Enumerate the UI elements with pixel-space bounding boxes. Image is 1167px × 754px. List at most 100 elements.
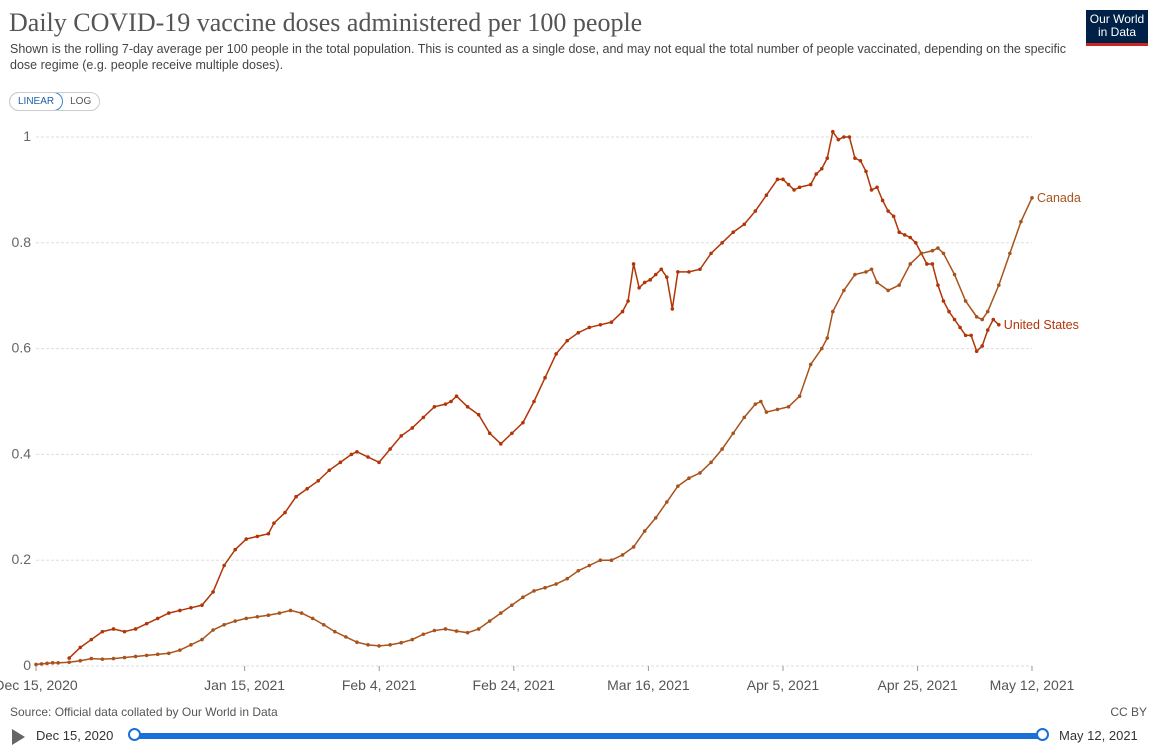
data-point [825, 156, 830, 160]
data-point [936, 246, 940, 250]
data-point [277, 611, 282, 615]
data-point [111, 656, 116, 661]
scale-toggle: LINEAR LOG [9, 92, 101, 111]
data-point [759, 399, 763, 404]
data-point [1030, 196, 1034, 200]
data-point [34, 662, 38, 667]
data-point [366, 643, 370, 647]
series-label: Canada [1037, 191, 1081, 205]
data-point [709, 251, 713, 256]
data-point [808, 362, 813, 367]
data-point [991, 317, 996, 322]
data-point [897, 230, 901, 235]
data-point [819, 166, 824, 171]
data-point [288, 608, 293, 613]
data-point [997, 322, 1001, 327]
data-point [930, 248, 935, 253]
data-point [144, 621, 149, 626]
timeline-end-label: May 12, 2021 [1059, 728, 1138, 743]
data-point [676, 270, 680, 274]
license-link[interactable]: CC BY [1110, 705, 1147, 719]
timeline-start-handle[interactable] [128, 728, 141, 741]
data-point [576, 568, 581, 573]
data-point [454, 394, 459, 399]
data-point [510, 431, 514, 436]
data-point [676, 484, 680, 488]
data-point [78, 658, 83, 663]
data-point [609, 320, 614, 324]
data-point [698, 267, 702, 272]
data-point [902, 233, 907, 237]
data-point [665, 275, 669, 279]
data-point [554, 582, 558, 586]
data-point [465, 630, 470, 635]
data-point [443, 627, 448, 631]
data-point [305, 486, 309, 491]
data-point [399, 434, 404, 438]
data-point [925, 262, 929, 266]
data-point [764, 410, 769, 414]
linear-scale-button[interactable]: LINEAR [10, 93, 64, 110]
data-point [963, 333, 968, 338]
data-point [78, 645, 83, 650]
data-point [333, 629, 337, 634]
data-point [344, 635, 348, 639]
data-point [189, 606, 193, 610]
data-point [56, 661, 60, 665]
data-point [576, 330, 581, 335]
data-point [997, 283, 1001, 287]
data-point [609, 558, 614, 562]
x-tick-label: Dec 15, 2020 [0, 677, 78, 693]
data-point [233, 619, 237, 623]
data-point [233, 547, 237, 552]
data-point [89, 637, 94, 642]
data-point [532, 399, 536, 404]
data-point [133, 654, 138, 659]
data-point [847, 135, 852, 139]
data-point [499, 611, 503, 615]
timeline-end-handle[interactable] [1036, 728, 1049, 741]
data-point [211, 628, 215, 632]
data-point [786, 182, 791, 187]
data-point [709, 460, 713, 465]
data-point [891, 214, 896, 219]
data-point [842, 135, 846, 139]
data-point [432, 628, 437, 633]
data-point [819, 346, 824, 351]
data-point [200, 637, 204, 642]
data-point [388, 447, 392, 451]
data-point [980, 344, 984, 348]
data-point [781, 177, 785, 182]
owid-logo[interactable]: Our World in Data [1086, 10, 1148, 46]
data-point [532, 589, 536, 593]
data-point [410, 426, 415, 430]
log-scale-button[interactable]: LOG [70, 96, 92, 107]
data-point [465, 404, 470, 409]
play-icon[interactable] [12, 729, 25, 745]
timeline-track[interactable] [135, 733, 1043, 739]
x-tick-label: Feb 4, 2021 [342, 677, 417, 693]
data-point [310, 616, 315, 621]
data-point [487, 619, 492, 623]
data-point [831, 309, 835, 314]
data-point [299, 611, 304, 615]
data-point [853, 156, 857, 160]
timeline-start-label: Dec 15, 2020 [36, 728, 114, 743]
data-point [321, 622, 326, 627]
data-point [897, 283, 901, 287]
data-point [753, 209, 758, 213]
chart-title: Daily COVID-19 vaccine doses administere… [9, 8, 643, 37]
data-point [731, 230, 735, 235]
data-point [543, 375, 547, 380]
x-tick-label: Feb 24, 2021 [473, 677, 556, 693]
data-point [266, 613, 271, 618]
data-point [670, 307, 675, 311]
data-point [875, 280, 879, 285]
data-point [133, 627, 138, 631]
data-point [222, 622, 226, 627]
data-point [687, 476, 691, 481]
data-point [631, 545, 636, 549]
y-tick-label: 0.8 [12, 234, 32, 250]
data-point [637, 285, 641, 290]
data-point [266, 531, 271, 536]
